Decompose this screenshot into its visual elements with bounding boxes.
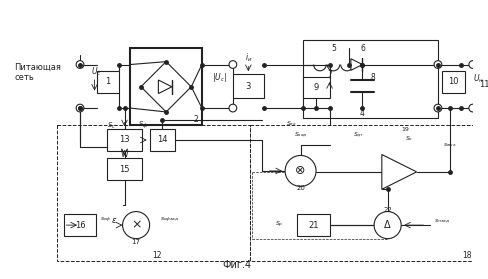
Bar	[57, 126, 250, 261]
Bar	[107, 129, 142, 151]
Text: 2: 2	[194, 115, 199, 124]
Circle shape	[122, 211, 150, 239]
Text: 13: 13	[119, 136, 130, 145]
Text: 22: 22	[383, 207, 392, 213]
Text: $s_{кфзад}$: $s_{кфзад}$	[160, 216, 180, 225]
Circle shape	[76, 104, 84, 112]
Text: 17: 17	[132, 239, 141, 245]
Text: $U_н$: $U_н$	[473, 73, 484, 85]
Bar	[150, 129, 175, 151]
Text: ε: ε	[112, 216, 116, 225]
Text: Питающая: Питающая	[14, 63, 61, 72]
Text: 8: 8	[370, 73, 375, 81]
Text: Δ: Δ	[385, 220, 391, 230]
Bar	[297, 215, 329, 236]
Circle shape	[434, 104, 442, 112]
Text: W: W	[121, 150, 128, 159]
Polygon shape	[382, 155, 417, 189]
Text: 3: 3	[245, 82, 251, 91]
Text: $|U_c|$: $|U_c|$	[212, 71, 226, 84]
Text: $s_{нзад}$: $s_{нзад}$	[434, 218, 450, 226]
Circle shape	[229, 61, 237, 68]
Text: ×: ×	[131, 219, 142, 232]
Text: 5: 5	[331, 44, 336, 52]
Text: 14: 14	[157, 136, 167, 145]
Text: $i_и$: $i_и$	[244, 52, 252, 64]
Text: 11: 11	[479, 80, 488, 89]
Circle shape	[469, 61, 477, 68]
Text: 19: 19	[401, 127, 409, 132]
Circle shape	[76, 61, 84, 68]
Text: $S_р$: $S_р$	[275, 220, 283, 230]
Text: $S_{дт}$: $S_{дт}$	[353, 131, 365, 140]
Text: 6: 6	[360, 44, 365, 52]
Circle shape	[229, 104, 237, 112]
Bar	[303, 40, 438, 118]
Circle shape	[469, 104, 477, 112]
Text: $S_ф$: $S_ф$	[138, 120, 148, 131]
Text: 10: 10	[448, 78, 459, 86]
Text: 4: 4	[360, 109, 365, 118]
Text: $s_{кф}$: $s_{кф}$	[101, 216, 112, 225]
Text: 18: 18	[462, 251, 472, 259]
Bar	[98, 71, 119, 93]
Text: $S_{зад}$: $S_{зад}$	[294, 131, 307, 140]
Text: $s_{вых}$: $s_{вых}$	[443, 141, 456, 149]
Text: 9: 9	[313, 83, 319, 92]
Bar	[250, 126, 473, 261]
Text: 1: 1	[105, 78, 111, 86]
Text: 21: 21	[308, 221, 318, 230]
Polygon shape	[351, 59, 363, 70]
Text: 15: 15	[119, 165, 130, 174]
Bar	[130, 48, 202, 126]
Text: сеть: сеть	[14, 73, 34, 81]
Text: $U_c$: $U_c$	[91, 65, 101, 78]
Circle shape	[434, 61, 442, 68]
Bar	[233, 74, 264, 98]
Bar	[442, 71, 465, 93]
Text: 12: 12	[153, 251, 162, 259]
Text: $S_к$: $S_к$	[405, 134, 414, 143]
Bar	[479, 68, 488, 102]
Text: 20: 20	[296, 185, 305, 191]
Text: 7: 7	[327, 70, 332, 79]
Text: $S_{вх}$: $S_{вх}$	[286, 119, 297, 128]
Circle shape	[285, 155, 316, 186]
Bar	[303, 77, 329, 98]
Bar	[63, 215, 97, 236]
Text: Фиг.4: Фиг.4	[222, 260, 251, 270]
Polygon shape	[159, 80, 172, 93]
Bar	[107, 158, 142, 180]
Text: 16: 16	[75, 221, 85, 230]
Text: ⊗: ⊗	[295, 164, 306, 177]
Circle shape	[374, 211, 401, 239]
Text: $S_c$: $S_c$	[107, 120, 116, 131]
